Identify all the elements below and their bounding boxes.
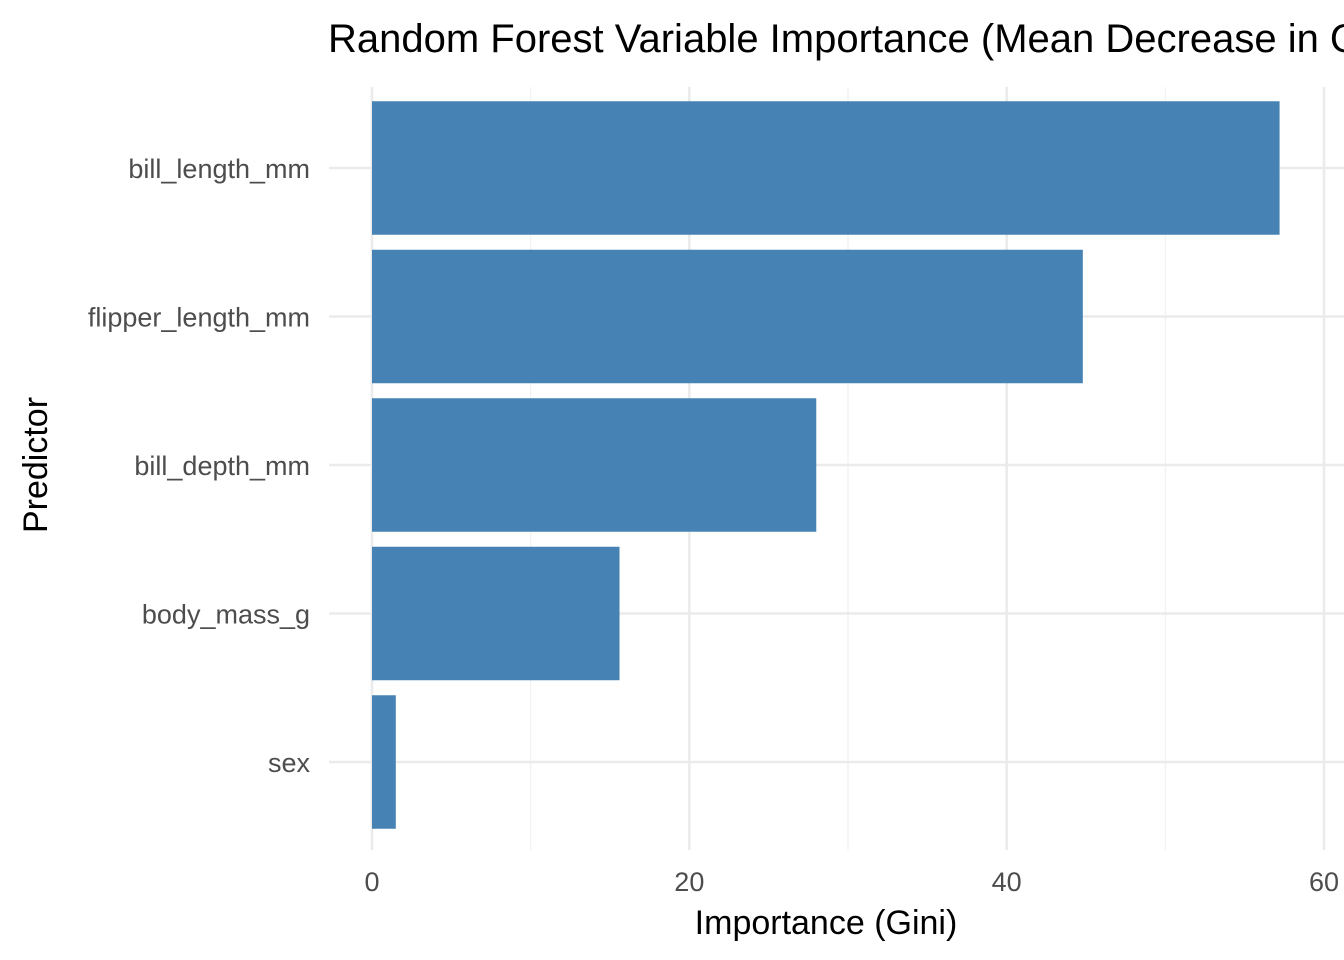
y-tick-label: body_mass_g: [142, 600, 310, 630]
bar-bill_length_mm: [372, 101, 1280, 235]
bar-flipper_length_mm: [372, 249, 1083, 384]
chart-title: Random Forest Variable Importance (Mean …: [328, 17, 1344, 61]
y-axis-title: Predictor: [17, 397, 55, 533]
y-tick-label: flipper_length_mm: [88, 303, 310, 333]
x-tick-label: 20: [674, 867, 704, 897]
y-tick-labels: bill_length_mm flipper_length_mm bill_dept…: [88, 154, 311, 778]
bar-bill_depth_mm: [372, 398, 817, 532]
y-tick-label: sex: [268, 748, 311, 778]
x-tick-label: 60: [1309, 867, 1339, 897]
x-tick-labels: 0 20 40 60: [364, 867, 1339, 897]
x-tick-label: 0: [364, 867, 379, 897]
y-tick-label: bill_length_mm: [128, 154, 310, 184]
bars: [372, 101, 1280, 829]
x-tick-label: 40: [992, 867, 1022, 897]
bar-body_mass_g: [372, 546, 620, 681]
y-tick-label: bill_depth_mm: [134, 451, 310, 481]
bar-sex: [372, 695, 396, 829]
x-axis-title: Importance (Gini): [695, 904, 958, 942]
